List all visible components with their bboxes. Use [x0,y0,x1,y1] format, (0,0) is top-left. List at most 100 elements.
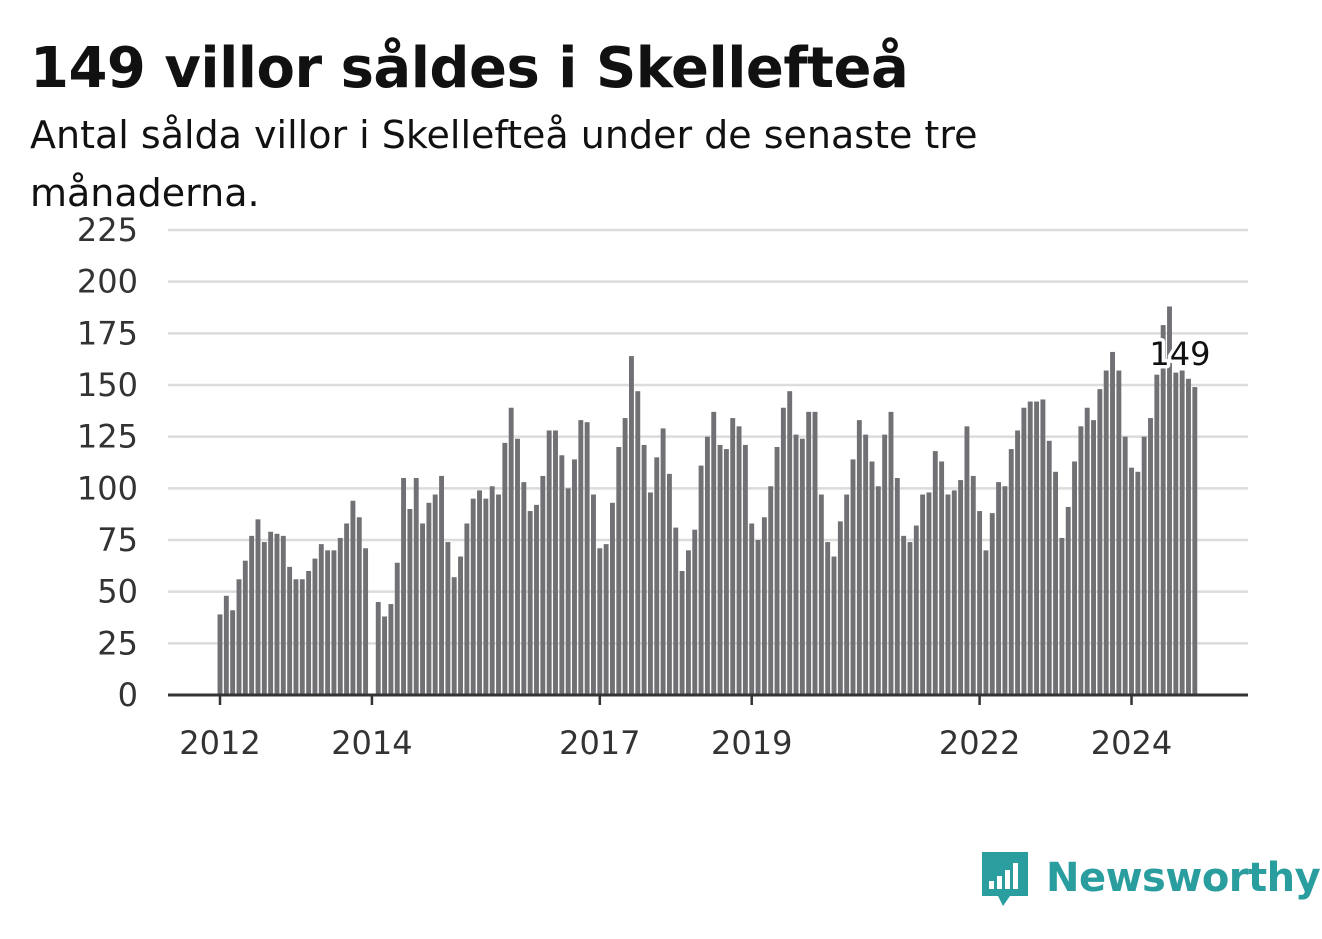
bar [863,434,869,695]
bar [749,523,755,695]
bar [1160,325,1166,695]
bar [502,442,508,695]
bar [1034,401,1040,695]
bar [837,521,843,695]
x-axis-tick-labels: 2012 2014 2017 2019 2022 2024 [179,724,1172,762]
bar [1154,374,1160,695]
bar [622,418,628,695]
x-tick-label: 2012 [179,724,260,762]
bar [1078,426,1084,695]
bar [1116,370,1122,695]
bar [401,478,407,695]
bar [337,537,343,695]
annotations: 149 [1146,332,1214,377]
bar [540,475,546,695]
newsworthy-logo: Newsworthy [980,848,1321,908]
y-tick-label: 175 [77,314,138,352]
bar [711,411,717,695]
bar [1015,430,1021,695]
bar-chart-speech-bubble-icon [982,852,1028,906]
bar [780,407,786,695]
bar [382,616,388,695]
bar [723,449,729,695]
bar [312,558,318,695]
bar [299,579,305,695]
bar [388,604,394,695]
bar [350,500,356,695]
bar [616,447,622,695]
bar [850,459,856,695]
bar [287,566,293,695]
bar [926,492,932,695]
bar [242,560,248,695]
bar [496,494,501,695]
bar [477,490,482,695]
value-label-last: 149 [1149,335,1210,373]
bar [698,465,704,695]
bar [742,444,748,695]
y-tick-label: 0 [118,676,138,714]
bar [989,513,995,695]
bar [483,498,489,695]
bar [458,556,463,695]
bar [1103,370,1109,695]
bar [964,426,970,695]
bar [1053,471,1059,695]
bar [774,447,780,695]
bar [597,548,603,695]
bar [584,422,590,695]
bar [603,544,609,695]
bar [527,511,533,695]
bar [375,602,381,695]
y-tick-label: 125 [77,418,138,456]
bar [704,436,710,695]
bar [344,523,350,695]
bar [635,391,641,695]
bar [1135,471,1141,695]
x-tick-label: 2024 [1091,724,1172,762]
bar [293,579,299,695]
bar [730,418,736,695]
bar [470,498,476,695]
bar [647,492,653,695]
bar [1122,436,1128,695]
bar [945,494,951,695]
bars [217,306,1198,695]
brand-name: Newsworthy [1046,855,1321,901]
bar [331,550,337,695]
bar [958,480,964,695]
bar [844,494,850,695]
bar [1173,372,1179,695]
bar [508,407,514,695]
bar [977,511,983,695]
bar [939,461,945,695]
bar [407,509,413,695]
bar [913,525,919,695]
bar [413,478,419,695]
bar [572,459,577,695]
bar [951,490,957,695]
bar [553,430,558,695]
bar [255,519,261,695]
bar [894,478,900,695]
bar [1097,389,1103,695]
bar [1148,418,1153,695]
bar [363,548,369,695]
bar [306,571,312,695]
bar [882,434,888,695]
bar [825,542,831,695]
bar [521,482,527,695]
bar [812,411,818,695]
bar [932,451,938,695]
bar [799,438,805,695]
bar [654,457,660,695]
bar [439,475,444,695]
bar [1046,440,1052,695]
bar [1002,486,1008,695]
bar [565,488,571,695]
x-tick-label: 2017 [559,724,640,762]
bar [692,529,698,695]
bar [983,550,989,695]
bar [610,502,615,695]
